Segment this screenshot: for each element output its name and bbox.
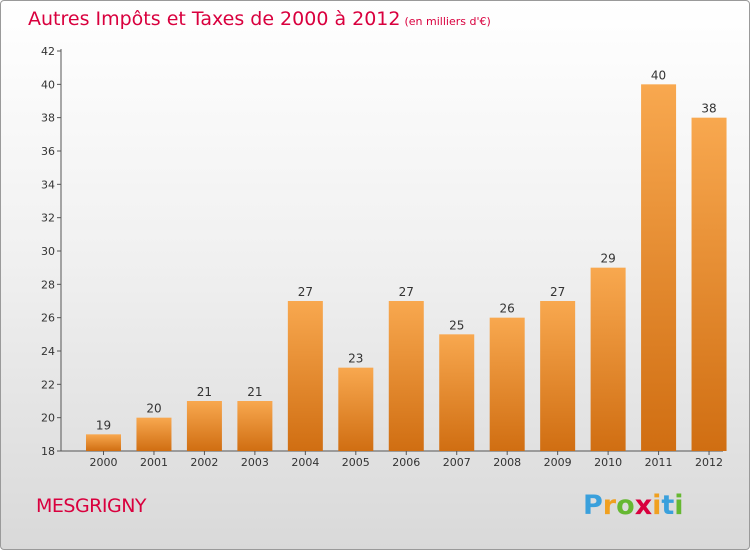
x-tick-label-2011: 2011 bbox=[645, 456, 673, 469]
bar-2010 bbox=[590, 267, 626, 451]
x-tick-label-2008: 2008 bbox=[493, 456, 521, 469]
logo-letter: r bbox=[602, 490, 617, 521]
x-tick-label-2009: 2009 bbox=[544, 456, 572, 469]
bar-2005 bbox=[338, 367, 374, 451]
bar-2012 bbox=[691, 117, 727, 452]
chart-title: Autres Impôts et Taxes de 2000 à 2012 (en… bbox=[28, 8, 491, 30]
y-tick-label: 32 bbox=[41, 212, 55, 225]
x-tick-label-2004: 2004 bbox=[291, 456, 319, 469]
y-tick-label: 28 bbox=[41, 278, 55, 291]
data-label-2011: 40 bbox=[651, 68, 666, 82]
x-tick-label-2005: 2005 bbox=[342, 456, 370, 469]
data-label-2001: 20 bbox=[146, 402, 161, 416]
bar-2000 bbox=[86, 434, 121, 451]
x-tick-label-2007: 2007 bbox=[443, 456, 471, 469]
logo-letter: i bbox=[674, 490, 684, 521]
x-tick-label-2006: 2006 bbox=[392, 456, 420, 469]
proxiti-logo[interactable]: Proxiti bbox=[583, 490, 684, 521]
logo-letter: i bbox=[652, 490, 662, 521]
bar-2003 bbox=[237, 401, 273, 451]
bar-2002 bbox=[186, 401, 222, 451]
y-tick-label: 42 bbox=[41, 45, 55, 58]
x-tick-label-2001: 2001 bbox=[140, 456, 168, 469]
y-tick-label: 36 bbox=[41, 145, 55, 158]
y-tick-label: 18 bbox=[41, 445, 55, 458]
data-label-2003: 21 bbox=[247, 385, 262, 399]
data-label-2007: 25 bbox=[449, 318, 464, 332]
logo-letter: o bbox=[616, 490, 635, 521]
data-label-2004: 27 bbox=[298, 285, 313, 299]
x-tick-label-2012: 2012 bbox=[695, 456, 723, 469]
y-tick-label: 30 bbox=[41, 245, 55, 258]
data-label-2002: 21 bbox=[197, 385, 212, 399]
y-tick-label: 24 bbox=[41, 345, 55, 358]
bar-2008 bbox=[489, 317, 525, 451]
x-tick-label-2002: 2002 bbox=[190, 456, 218, 469]
bar-2006 bbox=[388, 301, 424, 451]
logo-letter: t bbox=[661, 490, 675, 521]
logo-letter: P bbox=[583, 490, 603, 521]
y-tick-label: 26 bbox=[41, 312, 55, 325]
y-tick-label: 22 bbox=[41, 378, 55, 391]
unit-note: (en milliers d'€) bbox=[404, 15, 491, 28]
data-label-2010: 29 bbox=[600, 252, 615, 266]
title-text: Autres Impôts et Taxes de 2000 à 2012 bbox=[28, 8, 401, 30]
y-tick-label: 40 bbox=[41, 78, 55, 91]
data-label-2006: 27 bbox=[399, 285, 414, 299]
bar-2007 bbox=[439, 334, 475, 451]
data-label-2012: 38 bbox=[701, 102, 716, 116]
y-tick-label: 34 bbox=[41, 178, 55, 191]
x-tick-label-2003: 2003 bbox=[241, 456, 269, 469]
bar-2009 bbox=[540, 301, 576, 451]
y-tick-label: 20 bbox=[41, 412, 55, 425]
city-name: MESGRIGNY bbox=[36, 495, 147, 517]
bars: 19 20 21 21 27 23 27 25 26 27 29 40 38 bbox=[86, 68, 727, 452]
x-tick-label-2000: 2000 bbox=[90, 456, 118, 469]
logo-letter: x bbox=[634, 490, 653, 521]
data-label-2008: 26 bbox=[500, 302, 515, 316]
y-tick-label: 38 bbox=[41, 112, 55, 125]
data-label-2009: 27 bbox=[550, 285, 565, 299]
bar-2001 bbox=[136, 417, 172, 451]
x-tick-label-2010: 2010 bbox=[594, 456, 622, 469]
bar-2004 bbox=[287, 301, 323, 451]
bar-2011 bbox=[641, 84, 677, 451]
data-label-2000: 19 bbox=[96, 418, 111, 432]
data-label-2005: 23 bbox=[348, 352, 363, 366]
